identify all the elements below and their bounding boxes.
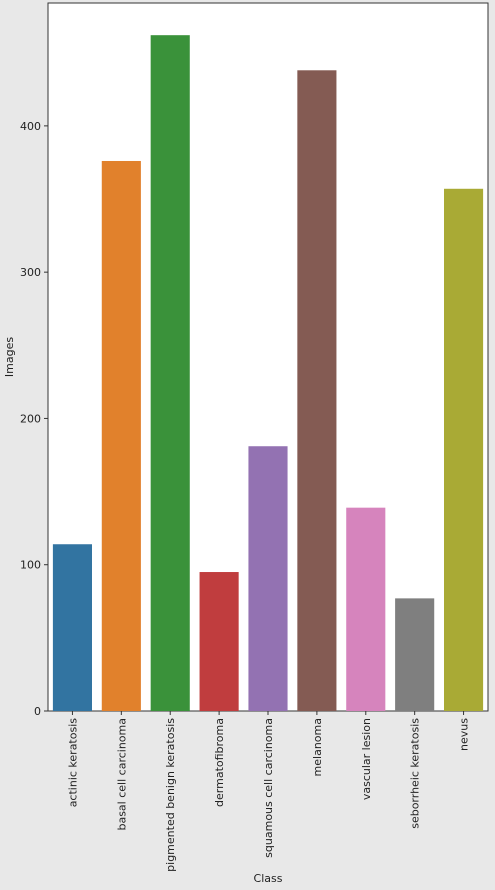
x-axis: actinic keratosis basal cell carcinoma pig… [66, 711, 471, 872]
bar-squamous-cell-carcinoma [248, 446, 288, 711]
bars-group [52, 35, 484, 712]
x-tick-label: seborrheic keratosis [409, 718, 422, 829]
bar-nevus [444, 188, 484, 711]
bar-seborrheic-keratosis [395, 598, 435, 711]
x-tick-label: dermatofibroma [213, 718, 226, 807]
bar-actinic-keratosis [52, 544, 92, 711]
y-tick-label: 100 [20, 559, 41, 572]
x-tick-label: pigmented benign keratosis [164, 718, 177, 872]
y-axis-label: Images [3, 337, 16, 377]
y-axis: 0 100 200 300 400 [20, 120, 48, 718]
x-tick-label: melanoma [311, 718, 324, 776]
bar-melanoma [297, 70, 337, 712]
y-tick-label: 400 [20, 120, 41, 133]
bar-dermatofibroma [199, 572, 239, 711]
y-tick-label: 200 [20, 412, 41, 425]
x-tick-label: nevus [458, 718, 471, 751]
x-tick-label: actinic keratosis [66, 718, 79, 808]
y-tick-label: 0 [34, 705, 41, 718]
bar-basal-cell-carcinoma [101, 160, 141, 712]
bar-pigmented-benign-keratosis [150, 35, 190, 711]
x-axis-label: Class [254, 872, 283, 885]
x-tick-label: vascular lesion [360, 718, 373, 800]
x-tick-label: basal cell carcinoma [115, 718, 128, 831]
x-tick-label: squamous cell carcinoma [262, 718, 275, 858]
bar-vascular-lesion [346, 507, 386, 711]
y-tick-label: 300 [20, 266, 41, 279]
